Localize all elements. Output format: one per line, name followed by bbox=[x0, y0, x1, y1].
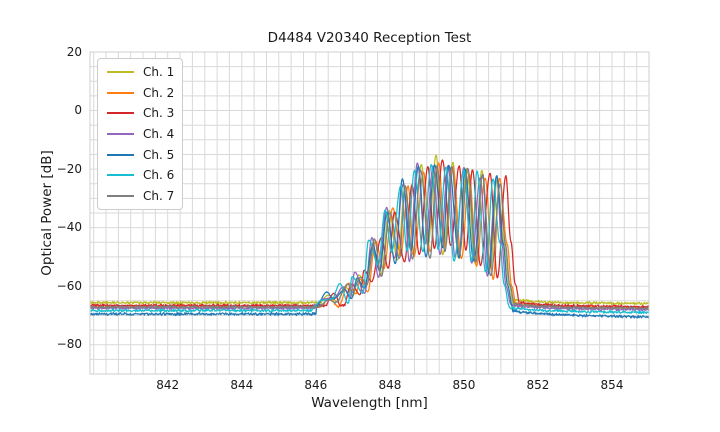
y-tick-label: −20 bbox=[56, 161, 82, 176]
legend-entry: Ch. 2 bbox=[98, 83, 182, 103]
trace-ch-6 bbox=[90, 164, 649, 315]
legend-line-sample bbox=[107, 112, 134, 115]
legend-entry: Ch. 3 bbox=[98, 103, 182, 123]
y-tick-label: −60 bbox=[56, 278, 82, 293]
legend-line-sample bbox=[107, 71, 134, 74]
x-tick-label: 842 bbox=[156, 378, 180, 392]
legend-entry-label: Ch. 3 bbox=[143, 106, 175, 121]
legend-line-sample bbox=[107, 194, 134, 197]
x-tick-label: 852 bbox=[526, 378, 550, 392]
y-tick-label: −80 bbox=[56, 337, 82, 352]
y-tick-label: −40 bbox=[56, 220, 82, 235]
trace-ch-5 bbox=[90, 164, 649, 319]
legend-entry-label: Ch. 7 bbox=[143, 188, 175, 203]
legend-entry-label: Ch. 4 bbox=[143, 126, 175, 141]
legend-line-sample bbox=[107, 132, 134, 135]
legend-entry: Ch. 6 bbox=[98, 165, 182, 185]
legend-entry-label: Ch. 2 bbox=[143, 85, 175, 100]
legend-line-sample bbox=[107, 91, 134, 94]
traces bbox=[90, 154, 649, 319]
x-tick-label: 854 bbox=[600, 378, 624, 392]
trace-ch-7 bbox=[90, 164, 649, 311]
legend-entry: Ch. 1 bbox=[98, 62, 182, 82]
legend-entry: Ch. 4 bbox=[98, 124, 182, 144]
trace-ch-4 bbox=[90, 162, 649, 312]
chart-title: D4484 V20340 Reception Test bbox=[267, 30, 472, 46]
legend-entry: Ch. 7 bbox=[98, 186, 182, 206]
legend-entry-label: Ch. 5 bbox=[143, 147, 175, 162]
x-tick-label: 846 bbox=[304, 378, 328, 392]
plot-border bbox=[89, 51, 650, 375]
x-tick-label: 844 bbox=[230, 378, 254, 392]
trace-ch-1 bbox=[90, 154, 649, 306]
x-axis-label: Wavelength [nm] bbox=[311, 395, 428, 411]
legend-line-sample bbox=[107, 174, 134, 177]
y-tick-label: 0 bbox=[74, 103, 82, 117]
legend-line-sample bbox=[107, 153, 134, 156]
legend: Ch. 1 Ch. 2 Ch. 3 Ch. 4 Ch. 5 Ch. 6 Ch. 7 bbox=[97, 58, 183, 210]
y-tick-label: 20 bbox=[66, 44, 82, 59]
legend-entry-label: Ch. 1 bbox=[143, 65, 175, 80]
legend-entry-label: Ch. 6 bbox=[143, 168, 175, 183]
legend-entry: Ch. 5 bbox=[98, 145, 182, 165]
x-tick-label: 850 bbox=[452, 378, 476, 392]
x-tick-label: 848 bbox=[378, 378, 402, 392]
